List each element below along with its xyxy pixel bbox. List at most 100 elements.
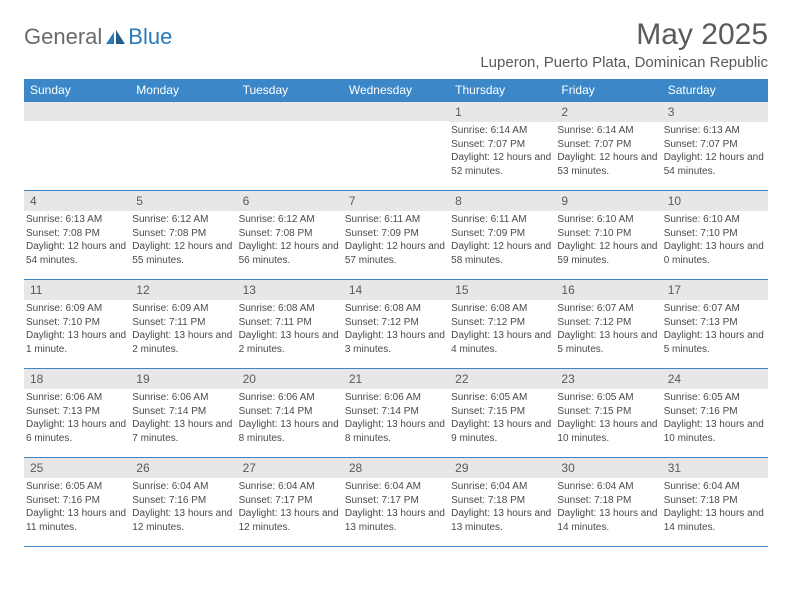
- day-body: Sunrise: 6:05 AMSunset: 7:16 PMDaylight:…: [24, 478, 130, 536]
- sunrise-text: Sunrise: 6:12 AM: [132, 213, 232, 227]
- sunset-text: Sunset: 7:14 PM: [239, 405, 339, 419]
- daylight-text: Daylight: 13 hours and 2 minutes.: [239, 329, 339, 356]
- day-number: 25: [24, 458, 130, 478]
- day-cell: [237, 102, 343, 190]
- daylight-text: Daylight: 13 hours and 11 minutes.: [26, 507, 126, 534]
- sunrise-text: Sunrise: 6:11 AM: [345, 213, 445, 227]
- sunrise-text: Sunrise: 6:08 AM: [239, 302, 339, 316]
- day-body: Sunrise: 6:04 AMSunset: 7:16 PMDaylight:…: [130, 478, 236, 536]
- day-body: Sunrise: 6:08 AMSunset: 7:12 PMDaylight:…: [343, 300, 449, 358]
- brand-text-1: General: [24, 24, 102, 50]
- day-body: Sunrise: 6:06 AMSunset: 7:14 PMDaylight:…: [343, 389, 449, 447]
- sunset-text: Sunset: 7:07 PM: [664, 138, 764, 152]
- sunrise-text: Sunrise: 6:10 AM: [664, 213, 764, 227]
- day-number-empty: [130, 102, 236, 121]
- sunrise-text: Sunrise: 6:04 AM: [664, 480, 764, 494]
- day-cell: 31 Sunrise: 6:04 AMSunset: 7:18 PMDayligh…: [662, 458, 768, 546]
- sunset-text: Sunset: 7:12 PM: [557, 316, 657, 330]
- day-number: 23: [555, 369, 661, 389]
- day-body: Sunrise: 6:09 AMSunset: 7:10 PMDaylight:…: [24, 300, 130, 358]
- sunrise-text: Sunrise: 6:04 AM: [345, 480, 445, 494]
- day-body: Sunrise: 6:06 AMSunset: 7:14 PMDaylight:…: [130, 389, 236, 447]
- day-number: 17: [662, 280, 768, 300]
- day-cell: 22Sunrise: 6:05 AMSunset: 7:15 PMDayligh…: [449, 369, 555, 457]
- day-number-empty: [343, 102, 449, 121]
- day-number: 24: [662, 369, 768, 389]
- day-body: Sunrise: 6:09 AMSunset: 7:11 PMDaylight:…: [130, 300, 236, 358]
- day-body: Sunrise: 6:06 AMSunset: 7:13 PMDaylight:…: [24, 389, 130, 447]
- day-cell: 27Sunrise: 6:04 AMSunset: 7:17 PMDayligh…: [237, 458, 343, 546]
- title-block: May 2025 Luperon, Puerto Plata, Dominica…: [480, 18, 768, 71]
- sunrise-text: Sunrise: 6:10 AM: [557, 213, 657, 227]
- sunrise-text: Sunrise: 6:05 AM: [26, 480, 126, 494]
- day-cell: 28Sunrise: 6:04 AMSunset: 7:17 PMDayligh…: [343, 458, 449, 546]
- sunset-text: Sunset: 7:09 PM: [451, 227, 551, 241]
- day-cell: 18Sunrise: 6:06 AMSunset: 7:13 PMDayligh…: [24, 369, 130, 457]
- sunrise-text: Sunrise: 6:05 AM: [664, 391, 764, 405]
- brand-sails-icon: [104, 29, 126, 45]
- day-body: Sunrise: 6:12 AMSunset: 7:08 PMDaylight:…: [237, 211, 343, 269]
- day-body: Sunrise: 6:05 AMSunset: 7:15 PMDaylight:…: [555, 389, 661, 447]
- day-body: Sunrise: 6:08 AMSunset: 7:12 PMDaylight:…: [449, 300, 555, 358]
- day-cell: 11Sunrise: 6:09 AMSunset: 7:10 PMDayligh…: [24, 280, 130, 368]
- sunrise-text: Sunrise: 6:04 AM: [132, 480, 232, 494]
- week-row: 18Sunrise: 6:06 AMSunset: 7:13 PMDayligh…: [24, 368, 768, 457]
- day-number: 31: [662, 458, 768, 478]
- day-cell: 9Sunrise: 6:10 AMSunset: 7:10 PMDaylight…: [555, 191, 661, 279]
- daylight-text: Daylight: 13 hours and 14 minutes.: [664, 507, 764, 534]
- sunrise-text: Sunrise: 6:06 AM: [132, 391, 232, 405]
- weekday-header: Monday: [130, 79, 236, 101]
- day-body: Sunrise: 6:06 AMSunset: 7:14 PMDaylight:…: [237, 389, 343, 447]
- sunset-text: Sunset: 7:08 PM: [132, 227, 232, 241]
- sunset-text: Sunset: 7:15 PM: [557, 405, 657, 419]
- day-body: Sunrise: 6:14 AMSunset: 7:07 PMDaylight:…: [555, 122, 661, 180]
- sunset-text: Sunset: 7:11 PM: [239, 316, 339, 330]
- day-body: Sunrise: 6:11 AMSunset: 7:09 PMDaylight:…: [449, 211, 555, 269]
- day-cell: 8Sunrise: 6:11 AMSunset: 7:09 PMDaylight…: [449, 191, 555, 279]
- daylight-text: Daylight: 13 hours and 10 minutes.: [664, 418, 764, 445]
- sunset-text: Sunset: 7:16 PM: [132, 494, 232, 508]
- day-number: 3: [662, 102, 768, 122]
- sunset-text: Sunset: 7:17 PM: [345, 494, 445, 508]
- week-row: 25Sunrise: 6:05 AMSunset: 7:16 PMDayligh…: [24, 457, 768, 547]
- day-number: 18: [24, 369, 130, 389]
- daylight-text: Daylight: 13 hours and 14 minutes.: [557, 507, 657, 534]
- day-body: Sunrise: 6:04 AMSunset: 7:17 PMDaylight:…: [237, 478, 343, 536]
- daylight-text: Daylight: 13 hours and 7 minutes.: [132, 418, 232, 445]
- sunset-text: Sunset: 7:13 PM: [26, 405, 126, 419]
- sunset-text: Sunset: 7:10 PM: [557, 227, 657, 241]
- day-body: Sunrise: 6:13 AMSunset: 7:08 PMDaylight:…: [24, 211, 130, 269]
- sunrise-text: Sunrise: 6:09 AM: [26, 302, 126, 316]
- sunset-text: Sunset: 7:09 PM: [345, 227, 445, 241]
- sunset-text: Sunset: 7:07 PM: [451, 138, 551, 152]
- day-cell: 16Sunrise: 6:07 AMSunset: 7:12 PMDayligh…: [555, 280, 661, 368]
- day-number: 6: [237, 191, 343, 211]
- sunset-text: Sunset: 7:18 PM: [664, 494, 764, 508]
- day-cell: 19Sunrise: 6:06 AMSunset: 7:14 PMDayligh…: [130, 369, 236, 457]
- week-row: 4Sunrise: 6:13 AMSunset: 7:08 PMDaylight…: [24, 190, 768, 279]
- sunset-text: Sunset: 7:12 PM: [345, 316, 445, 330]
- daylight-text: Daylight: 13 hours and 10 minutes.: [557, 418, 657, 445]
- sunrise-text: Sunrise: 6:08 AM: [345, 302, 445, 316]
- day-body: Sunrise: 6:11 AMSunset: 7:09 PMDaylight:…: [343, 211, 449, 269]
- daylight-text: Daylight: 13 hours and 6 minutes.: [26, 418, 126, 445]
- month-title: May 2025: [480, 18, 768, 52]
- weekday-header: Friday: [555, 79, 661, 101]
- day-cell: 5Sunrise: 6:12 AMSunset: 7:08 PMDaylight…: [130, 191, 236, 279]
- day-number: 4: [24, 191, 130, 211]
- daylight-text: Daylight: 13 hours and 12 minutes.: [132, 507, 232, 534]
- day-number: 14: [343, 280, 449, 300]
- day-body: Sunrise: 6:05 AMSunset: 7:16 PMDaylight:…: [662, 389, 768, 447]
- weekday-header: Thursday: [449, 79, 555, 101]
- daylight-text: Daylight: 13 hours and 13 minutes.: [451, 507, 551, 534]
- day-cell: 1Sunrise: 6:14 AMSunset: 7:07 PMDaylight…: [449, 102, 555, 190]
- day-cell: 29Sunrise: 6:04 AMSunset: 7:18 PMDayligh…: [449, 458, 555, 546]
- day-cell: 24Sunrise: 6:05 AMSunset: 7:16 PMDayligh…: [662, 369, 768, 457]
- daylight-text: Daylight: 13 hours and 2 minutes.: [132, 329, 232, 356]
- sunrise-text: Sunrise: 6:12 AM: [239, 213, 339, 227]
- sunset-text: Sunset: 7:15 PM: [451, 405, 551, 419]
- daylight-text: Daylight: 12 hours and 58 minutes.: [451, 240, 551, 267]
- sunrise-text: Sunrise: 6:06 AM: [239, 391, 339, 405]
- sunrise-text: Sunrise: 6:07 AM: [664, 302, 764, 316]
- day-number: 9: [555, 191, 661, 211]
